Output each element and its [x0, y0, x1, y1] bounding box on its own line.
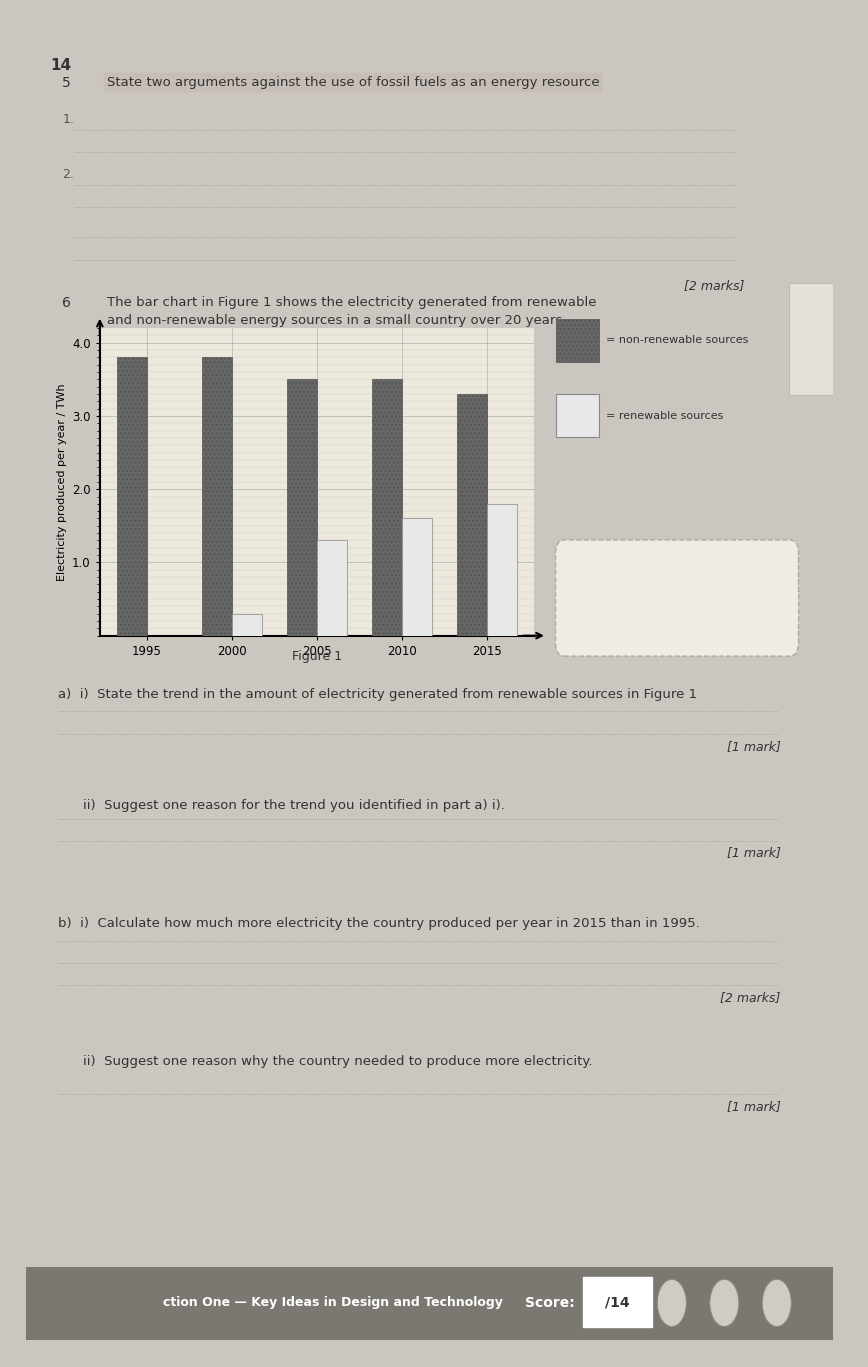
Text: 5: 5	[62, 77, 71, 90]
Text: 2.: 2.	[62, 168, 75, 180]
Bar	[232, 614, 261, 636]
Bar	[287, 379, 317, 636]
Bar	[117, 357, 147, 636]
Bar	[457, 394, 487, 636]
Text: Figure 1: Figure 1	[292, 651, 342, 663]
Bar	[26, 1267, 833, 1340]
Text: W: W	[804, 334, 818, 346]
Bar	[583, 1277, 652, 1326]
Text: [1 mark]: [1 mark]	[727, 1099, 781, 1113]
Text: ii)  Suggest one reason why the country needed to produce more electricity.: ii) Suggest one reason why the country n…	[82, 1055, 592, 1068]
Text: Score:: Score:	[525, 1296, 575, 1310]
Text: [2 marks]: [2 marks]	[684, 279, 745, 293]
Circle shape	[762, 1280, 792, 1326]
Text: The bar chart in Figure 1 shows the electricity generated from renewable
and non: The bar chart in Figure 1 shows the elec…	[107, 297, 596, 327]
Text: [1 mark]: [1 mark]	[727, 846, 781, 860]
Text: [1 mark]: [1 mark]	[727, 740, 781, 753]
Y-axis label: Electricity produced per year / TWh: Electricity produced per year / TWh	[56, 383, 67, 581]
Text: /14: /14	[605, 1296, 629, 1310]
Bar	[372, 379, 402, 636]
Text: a)  i)  State the trend in the amount of electricity generated from renewable so: a) i) State the trend in the amount of e…	[58, 688, 698, 701]
Text: State two arguments against the use of fossil fuels as an energy resource: State two arguments against the use of f…	[107, 77, 600, 89]
Text: [2 marks]: [2 marks]	[720, 991, 781, 1003]
Text: = non-renewable sources: = non-renewable sources	[606, 335, 748, 346]
Bar	[789, 283, 833, 395]
Circle shape	[657, 1280, 687, 1326]
Text: 6: 6	[62, 297, 71, 310]
Text: ction One — Key Ideas in Design and Technology: ction One — Key Ideas in Design and Tech…	[163, 1296, 503, 1310]
Text: If you're asked to look for a
trend you need to describe
the pattern in the data: If you're asked to look for a trend you …	[606, 580, 748, 617]
Text: b)  i)  Calculate how much more electricity the country produced per year in 201: b) i) Calculate how much more electricit…	[58, 917, 700, 931]
Bar	[402, 518, 431, 636]
Bar	[487, 504, 516, 636]
Bar	[317, 540, 346, 636]
Bar	[202, 357, 232, 636]
Text: = renewable sources: = renewable sources	[606, 410, 723, 421]
Text: 14: 14	[50, 57, 71, 72]
Text: ii)  Suggest one reason for the trend you identified in part a) i).: ii) Suggest one reason for the trend you…	[82, 800, 504, 812]
Circle shape	[710, 1280, 739, 1326]
Text: 1.: 1.	[62, 112, 75, 126]
